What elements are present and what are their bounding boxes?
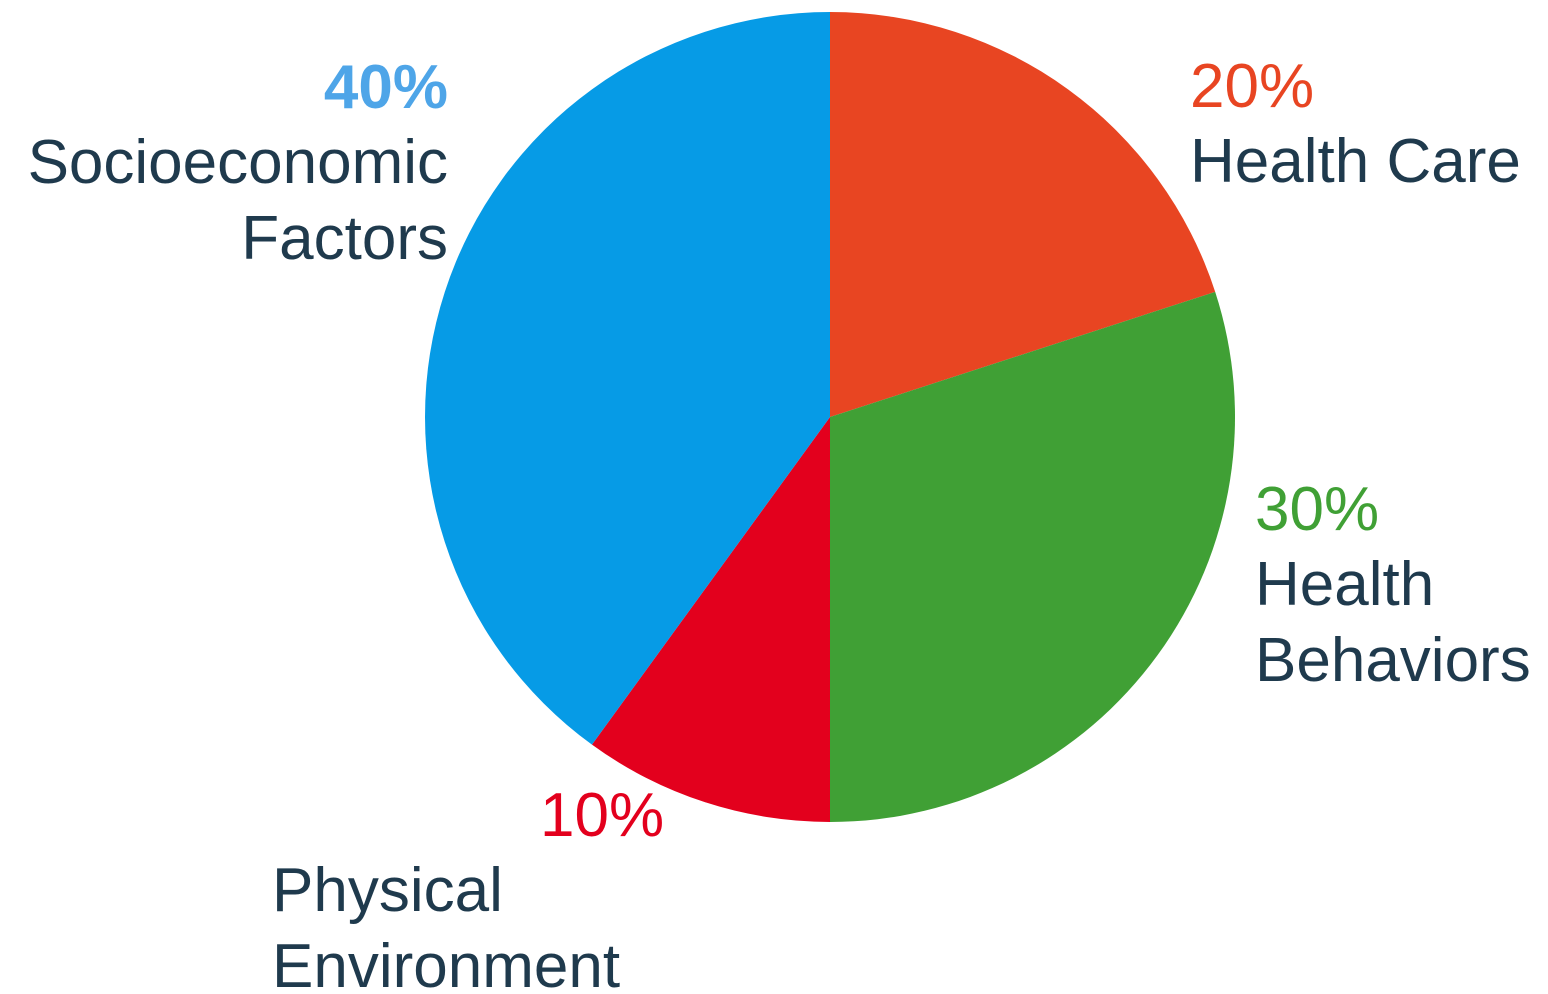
pct-label-socioeconomic-factors: 40% — [324, 53, 448, 122]
category-label-socioeconomic-factors-line-1: Socioeconomic — [28, 128, 448, 197]
pct-label-physical-environment: 10% — [540, 781, 664, 850]
pie-slice-health-behaviors — [830, 291, 1236, 823]
pct-label-health-behaviors: 30% — [1255, 475, 1379, 544]
category-label-health-behaviors-line-1: Health — [1255, 550, 1434, 619]
pie-slices — [425, 12, 1236, 823]
category-label-health-behaviors-line-2: Behaviors — [1255, 626, 1531, 695]
category-label-physical-environment-line-2: Environment — [272, 932, 620, 994]
pct-label-health-care: 20% — [1190, 52, 1314, 121]
pie-slice-health-care — [830, 12, 1216, 417]
pie-labels: 20%Health Care 30%Health Behaviors 10% Physi… — [28, 52, 1531, 994]
category-label-socioeconomic-factors-line-2: Factors — [241, 204, 448, 273]
pie-slice-physical-environment — [591, 417, 830, 822]
pie-slice-socioeconomic-factors — [425, 12, 830, 745]
category-label-physical-environment-line-1: Physical — [272, 856, 503, 925]
category-label-health-care-line-1: Health Care — [1190, 127, 1521, 196]
